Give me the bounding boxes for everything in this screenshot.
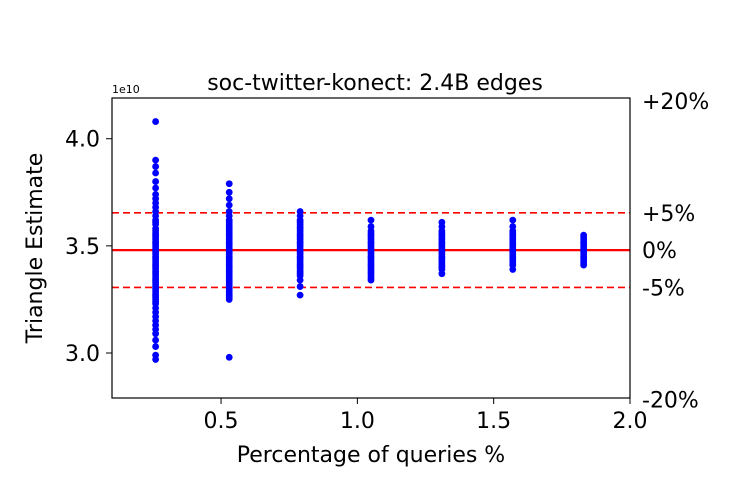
data-point <box>152 118 160 125</box>
data-point <box>580 261 588 269</box>
right-axis-label: -20% <box>642 388 699 413</box>
right-axis-percent-labels: +20% +5% 0% -5% -20% <box>642 90 709 413</box>
data-point <box>296 291 304 299</box>
data-points <box>152 118 588 363</box>
right-axis-label: 0% <box>642 239 677 264</box>
data-point <box>296 276 304 284</box>
data-point <box>225 188 233 196</box>
y-offset-label: 1e10 <box>112 83 140 96</box>
data-point <box>438 270 446 278</box>
right-axis-label: -5% <box>642 276 685 301</box>
data-point <box>225 353 233 361</box>
data-point <box>509 216 517 224</box>
data-point <box>152 343 160 350</box>
data-point <box>152 336 160 344</box>
data-point <box>152 163 160 170</box>
y-tick-label: 3.5 <box>65 235 100 260</box>
x-tick-label: 0.5 <box>204 409 239 434</box>
y-axis-label: Triangle Estimate <box>23 153 48 345</box>
data-point <box>225 180 233 188</box>
data-point <box>152 330 160 338</box>
x-tick-label: 1.0 <box>340 409 375 434</box>
right-axis-label: +5% <box>642 202 695 227</box>
data-point <box>225 201 233 209</box>
y-tick-label: 3.0 <box>65 342 100 367</box>
right-axis-label: +20% <box>642 90 709 115</box>
data-point <box>152 178 160 185</box>
data-point <box>152 169 160 177</box>
x-tick-label: 2.0 <box>613 409 648 434</box>
data-point <box>225 195 233 203</box>
data-point <box>367 216 375 224</box>
x-tick-label: 1.5 <box>476 409 511 434</box>
chart-title: soc-twitter-konect: 2.4B edges <box>207 71 543 96</box>
y-axis: 3.0 3.5 4.0 <box>65 128 112 367</box>
x-axis-label: Percentage of queries % <box>237 443 505 468</box>
data-point <box>225 296 233 303</box>
data-point <box>367 276 375 284</box>
data-point <box>152 356 160 363</box>
plot-frame <box>111 97 631 399</box>
data-point <box>152 156 160 164</box>
y-tick-label: 4.0 <box>65 128 100 153</box>
data-point <box>509 266 517 273</box>
data-point <box>152 184 160 192</box>
x-axis: 0.5 1.0 1.5 2.0 <box>204 398 648 434</box>
data-point <box>296 283 304 290</box>
